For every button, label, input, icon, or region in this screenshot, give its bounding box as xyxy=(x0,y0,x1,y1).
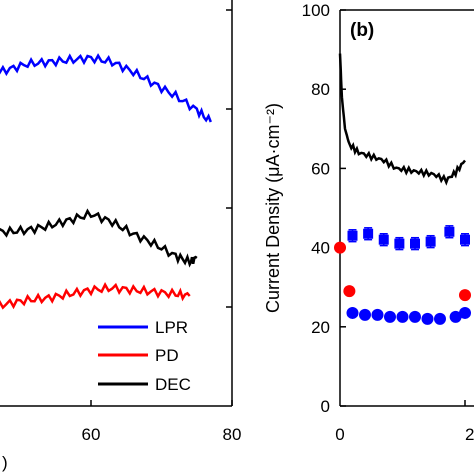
panel-a-x-tick-80: 80 xyxy=(223,425,242,444)
panel-b-x-tick-0: 0 xyxy=(335,425,344,444)
legend-label-pd: PD xyxy=(155,346,179,365)
panel-a-series xyxy=(0,53,212,310)
panel-b-circle-point xyxy=(449,310,462,323)
panel-b-circle-point xyxy=(434,312,446,325)
panel-b-circle-point xyxy=(409,310,421,323)
panel-b-square-point xyxy=(363,228,374,239)
panel-b-square-point xyxy=(460,234,470,245)
panel-b-circle-point xyxy=(343,285,356,298)
panel-b-y-tick-label: 100 xyxy=(302,1,330,20)
panel-a-partial-xlabel: ) xyxy=(2,453,8,472)
panel-b-square-point xyxy=(394,238,405,249)
panel-b-circle-point xyxy=(459,289,471,302)
panel-b-circle-point xyxy=(384,310,396,323)
panel-b-y-tick-label: 40 xyxy=(311,239,330,258)
panel-b-circle-point xyxy=(459,306,471,319)
series-line-lpr xyxy=(0,53,212,123)
legend-label-lpr: LPR xyxy=(155,318,188,337)
panel-b-ticks: 0 20 40 60 80 100 xyxy=(302,1,466,416)
panel-b-y-tick-label: 0 xyxy=(321,397,330,416)
panel-b-square-point xyxy=(425,236,436,247)
panel-b-circle-point xyxy=(334,241,346,254)
panel-b-series xyxy=(334,53,471,325)
panel-b-circle-point xyxy=(371,308,384,321)
series-line-pd xyxy=(0,282,191,310)
panel-b-y-tick-label: 20 xyxy=(311,318,330,337)
series-line-dec xyxy=(0,208,198,268)
panel-b-square-point xyxy=(410,238,420,249)
panel-a-x-tick-60: 60 xyxy=(82,425,101,444)
legend-label-dec: DEC xyxy=(155,375,191,394)
panel-b-circle-point xyxy=(421,312,434,325)
panel-b-square-point xyxy=(378,234,389,245)
panel-b-x-tick-2: 2 xyxy=(465,425,474,444)
panel-b-series-line xyxy=(338,53,466,186)
panel-b-square-point xyxy=(347,230,358,241)
panel-b-y-axis-label: Current Density (μA·cm⁻²) xyxy=(263,103,283,313)
panel-b-y-tick-label: 80 xyxy=(311,80,330,99)
panel-a: 60 80 ) LPR PD DEC xyxy=(0,0,241,472)
panel-b-circle-point xyxy=(346,306,359,319)
legend: LPR PD DEC xyxy=(98,318,191,394)
panel-b-y-tick-label: 60 xyxy=(311,159,330,178)
panel-b-label: (b) xyxy=(350,20,374,41)
panel-a-ticks xyxy=(90,9,233,406)
panel-b-circle-point xyxy=(359,308,371,321)
panel-b-circle-point xyxy=(396,310,409,323)
panel-b-square-point xyxy=(444,226,455,237)
